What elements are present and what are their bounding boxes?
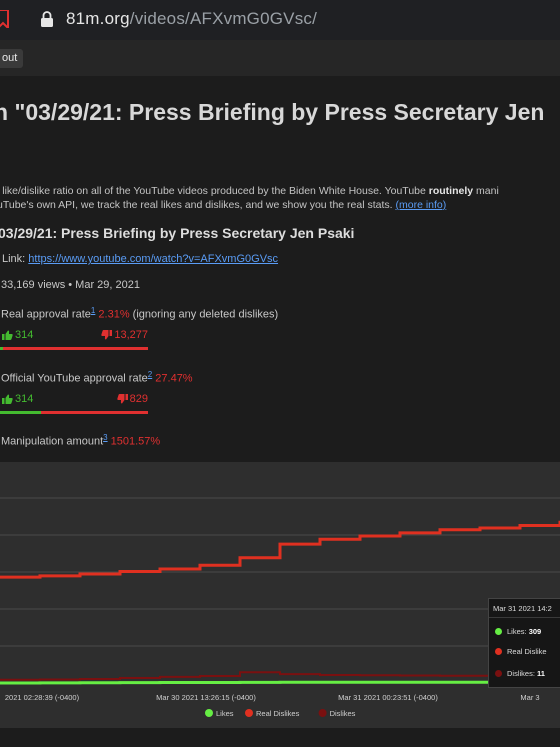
likes-dot-icon	[495, 628, 502, 635]
real-dislikes-count: 13,277	[114, 329, 148, 341]
site-navbar: out	[0, 40, 560, 76]
x-tick-label-3: Mar 3	[520, 693, 539, 702]
browser-url-bar[interactable]: 81m.org/videos/AFXvmG0GVsc/	[0, 0, 560, 41]
votes-chart[interactable]: 2021 02:28:39 (-0400) Mar 30 2021 13:26:1…	[0, 462, 560, 728]
youtube-approval-rate: Official YouTube approval rate2 27.47%	[1, 370, 193, 385]
thumbs-up-icon	[2, 330, 13, 340]
url-path: /videos/AFXvmG0GVsc/	[129, 9, 318, 28]
x-tick-label-1: Mar 30 2021 13:26:15 (-0400)	[156, 693, 256, 702]
real-rate-note: (ignoring any deleted dislikes)	[129, 308, 279, 321]
intro-text: l like/dislike ratio on all of the YouTu…	[0, 184, 499, 212]
url-text[interactable]: 81m.org/videos/AFXvmG0GVsc/	[66, 9, 317, 29]
tooltip-likes-row: Likes: 309	[495, 627, 541, 636]
real-approval-bar-fill	[0, 347, 4, 350]
video-link-row: Link: https://www.youtube.com/watch?v=AF…	[2, 253, 278, 265]
tooltip-likes-value: 309	[528, 627, 542, 636]
series-line-dislikes	[0, 671, 560, 681]
thumbs-down-icon	[116, 394, 128, 404]
real-approval-rate: Real approval rate1 2.31% (ignoring any …	[1, 306, 278, 321]
yt-rate-label: Official YouTube approval rate	[1, 372, 148, 385]
yt-rate-value: 27.47%	[155, 372, 193, 385]
tooltip-real-dislikes-row: Real Dislike	[495, 647, 547, 656]
url-host: 81m.org	[66, 9, 130, 28]
youtube-approval-bar-fill	[0, 411, 41, 414]
yt-dislikes-count: 829	[129, 393, 148, 405]
about-button[interactable]: out	[0, 49, 24, 68]
real-likes-count: 314	[15, 329, 34, 341]
youtube-approval-bar	[0, 411, 148, 414]
lock-icon	[41, 11, 53, 27]
legend-label-1: Real Dislikes	[256, 709, 300, 718]
chart-tooltip: Mar 31 2021 14:2 Likes: 309 Real Dislike…	[488, 598, 560, 688]
real-likes: 314	[2, 329, 33, 341]
tooltip-likes-label: Likes:	[507, 627, 529, 636]
real-dislikes: 13,277	[101, 329, 148, 341]
views-line: 33,169 views • Mar 29, 2021	[1, 279, 140, 291]
more-info-link[interactable]: (more info)	[395, 199, 447, 211]
tooltip-dislikes-value: 11	[537, 669, 545, 678]
yt-likes: 314	[2, 393, 33, 405]
footnote-3-link[interactable]: 3	[103, 433, 108, 442]
series-line-likes	[0, 680, 560, 685]
intro-line2: uTube's own API, we track the real likes…	[0, 199, 396, 211]
legend-label-0: Likes	[216, 709, 234, 718]
tooltip-date: Mar 31 2021 14:2	[493, 604, 552, 613]
video-title: 03/29/21: Press Briefing by Press Secret…	[0, 225, 355, 241]
legend-dot-1	[245, 709, 253, 717]
intro-line1-b: mani	[473, 185, 499, 197]
legend-dot-0	[205, 709, 213, 717]
tooltip-divider	[489, 617, 560, 618]
votes-chart-svg: 2021 02:28:39 (-0400) Mar 30 2021 13:26:1…	[0, 497, 560, 718]
real-rate-label: Real approval rate	[1, 308, 91, 321]
manip-label: Manipulation amount	[1, 435, 104, 448]
footnote-2-link[interactable]: 2	[147, 370, 153, 379]
youtube-votes: 314 829	[0, 393, 148, 409]
footnote-1-link[interactable]: 1	[90, 306, 96, 315]
legend-dot-2	[318, 709, 327, 717]
tooltip-real-label: Real Dislike	[507, 647, 547, 656]
intro-line1-a: l like/dislike ratio on all of the YouTu…	[0, 185, 429, 197]
tooltip-dislikes-label: Dislikes:	[507, 669, 538, 678]
link-label: Link:	[2, 253, 29, 265]
real-votes: 314 13,277	[0, 329, 148, 345]
intro-line1-bold: routinely	[428, 185, 474, 197]
manipulation-amount: Manipulation amount3 1501.57%	[1, 433, 160, 448]
real-dislikes-dot-icon	[495, 648, 502, 655]
yt-likes-count: 314	[15, 393, 34, 405]
real-rate-value: 2.31%	[98, 308, 130, 321]
series-line-real-dislikes	[0, 520, 560, 579]
x-tick-label-0: 2021 02:28:39 (-0400)	[5, 693, 80, 702]
yt-dislikes: 829	[116, 393, 148, 405]
legend-label-2: Dislikes	[330, 709, 356, 718]
tooltip-dislikes-row: Dislikes: 11	[495, 669, 545, 678]
thumbs-up-icon	[2, 394, 13, 404]
page-footer-strip	[0, 728, 560, 747]
page-title: n "03/29/21: Press Briefing by Press Sec…	[0, 99, 545, 125]
manip-value: 1501.57%	[110, 435, 161, 448]
real-approval-bar	[0, 347, 148, 350]
youtube-link[interactable]: https://www.youtube.com/watch?v=AFXvmG0G…	[28, 253, 279, 265]
dislikes-dot-icon	[495, 670, 502, 677]
thumbs-down-icon	[101, 330, 113, 340]
bookmark-icon[interactable]	[0, 10, 10, 28]
x-tick-label-2: Mar 31 2021 00:23:51 (-0400)	[338, 693, 438, 702]
